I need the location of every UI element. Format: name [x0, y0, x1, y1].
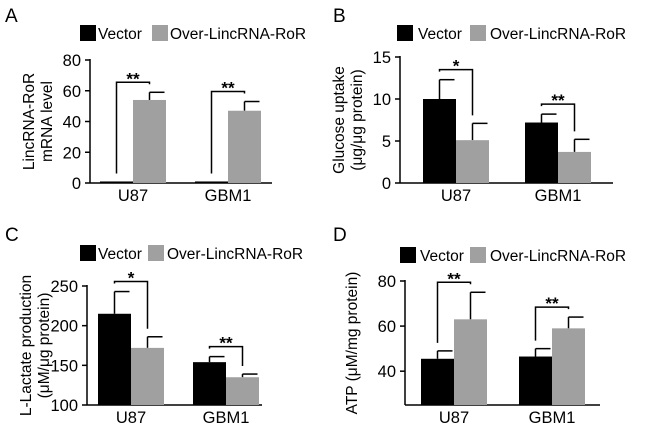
significance-stars: **: [545, 294, 559, 313]
bar-over-lincrna-ror: [454, 319, 487, 405]
bar-vector: [525, 122, 558, 183]
y-tick-label: 5: [382, 133, 391, 151]
x-tick-label: U87: [441, 187, 471, 205]
bar-over-lincrna-ror: [228, 110, 261, 183]
significance-bracket: [113, 280, 149, 329]
legend-swatch: [470, 25, 486, 41]
significance-stars: *: [453, 57, 460, 76]
bar-vector: [193, 362, 226, 405]
significance-bracket: [208, 345, 244, 367]
y-tick-label: 15: [373, 49, 391, 67]
legend-label: Over-LincRNA-RoR: [170, 26, 306, 43]
legend-label: Vector: [98, 26, 142, 43]
significance-stars: **: [219, 334, 233, 353]
y-axis-label: (μg/μg protein): [349, 69, 366, 170]
significance-bracket: [438, 68, 474, 116]
bar-over-lincrna-ror: [552, 328, 585, 405]
bar-vector: [421, 358, 454, 405]
panel-label: A: [5, 6, 18, 27]
y-axis-label: Glucose uptake: [331, 66, 348, 174]
panel-label: D: [333, 225, 347, 246]
y-tick-label: 20: [63, 144, 81, 162]
x-tick-label: GBM1: [529, 409, 576, 426]
panel-c: C Vector Over-LincRNA-RoR 100 150 200 250 L-Lac…: [5, 225, 303, 426]
significance-stars: **: [126, 69, 140, 88]
y-tick-label: 0: [382, 175, 391, 193]
y-axis-label: L-Lactate production: [18, 275, 35, 416]
bar-vector: [100, 181, 133, 183]
y-tick-label: 80: [63, 52, 81, 70]
x-tick-label: GBM1: [205, 187, 252, 205]
significance-bracket: [540, 103, 576, 132]
legend-swatch: [80, 25, 96, 41]
y-axis-label: (μM/μg protein): [36, 293, 53, 399]
legend-label: Over-LincRNA-RoR: [167, 246, 303, 263]
y-tick-label: 80: [378, 273, 396, 291]
x-tick-label: GBM1: [535, 187, 582, 205]
y-tick-label: 100: [50, 397, 78, 415]
y-tick-label: 10: [373, 91, 391, 109]
legend-label: Over-LincRNA-RoR: [490, 26, 626, 43]
legend-swatch: [80, 245, 96, 261]
significance-stars: **: [447, 269, 461, 288]
x-tick-label: U87: [118, 187, 148, 205]
bar-over-lincrna-ror: [558, 151, 591, 183]
y-axis-label: LincRNA-RoR: [21, 73, 38, 170]
panel-label: C: [5, 225, 19, 246]
x-tick-label: U87: [439, 409, 469, 426]
bar-vector: [423, 99, 456, 183]
y-tick-label: 0: [72, 175, 81, 193]
legend-swatch: [397, 25, 413, 41]
bar-over-lincrna-ror: [456, 140, 489, 183]
significance-bracket: [210, 90, 246, 174]
x-tick-label: U87: [116, 409, 146, 426]
panel-a: A Vector Over-LincRNA-RoR 0 20 40 60 80 LincRNA-…: [5, 6, 306, 205]
significance-stars: **: [551, 91, 565, 110]
legend-label: Over-LincRNA-RoR: [490, 248, 626, 265]
bar-over-lincrna-ror: [131, 347, 164, 405]
bar-vector: [195, 181, 228, 183]
legend-swatch: [148, 245, 164, 261]
y-tick-label: 60: [378, 318, 396, 336]
bar-over-lincrna-ror: [133, 99, 166, 183]
significance-bracket: [534, 306, 570, 341]
y-tick-label: 60: [63, 83, 81, 101]
legend-label: Vector: [420, 248, 464, 265]
panel-label: B: [333, 6, 346, 27]
y-tick-label: 40: [63, 114, 81, 132]
bar-over-lincrna-ror: [226, 377, 259, 405]
y-tick-label: 40: [378, 363, 396, 381]
legend-swatch: [470, 247, 486, 263]
significance-stars: **: [221, 79, 235, 98]
significance-bracket: [436, 281, 472, 343]
panel-d: D Vector Over-LincRNA-RoR 40 60 80 ATP (μM/mg …: [333, 225, 626, 426]
significance-stars: *: [128, 269, 135, 288]
legend-swatch: [152, 25, 168, 41]
y-tick-label: 150: [50, 357, 78, 375]
y-axis-label: mRNA level: [39, 81, 56, 162]
bar-vector: [519, 356, 552, 405]
legend-swatch: [400, 247, 416, 263]
legend-label: Vector: [418, 26, 462, 43]
significance-bracket: [115, 81, 151, 174]
y-axis-label: ATP (μM/mg protein): [344, 272, 361, 415]
y-tick-label: 200: [50, 318, 78, 336]
legend-label: Vector: [98, 246, 142, 263]
bar-vector: [98, 313, 131, 405]
x-tick-label: GBM1: [203, 409, 250, 426]
panel-b: B Vector Over-LincRNA-RoR 0 5 10 15 Glucose upt…: [331, 6, 626, 205]
y-tick-label: 250: [50, 278, 78, 296]
